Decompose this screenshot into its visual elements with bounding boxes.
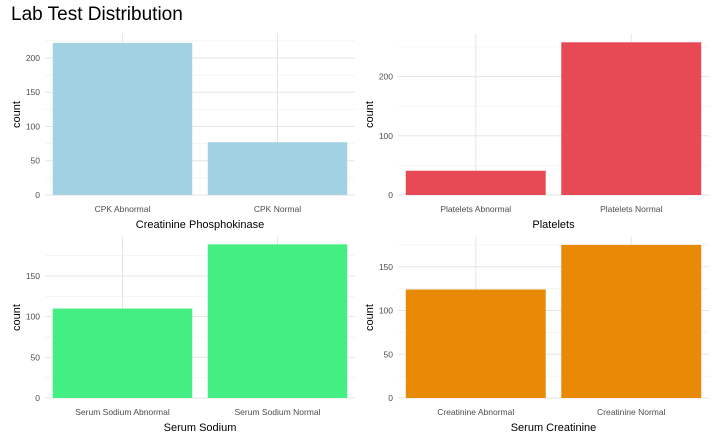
- y-tick-label: 50: [31, 352, 41, 362]
- chart-panel-3: 0 50 100 150 Serum Sodium Abnormal Serum Sodi…: [11, 237, 355, 434]
- chart-panel-2: 0 100 200 Platelets Abnormal Platelets Norma…: [364, 34, 709, 231]
- chart-panel-1: 0 50 100 150 200 CPK Abnormal CPK Normal Creati…: [11, 34, 355, 231]
- x-axis-title: Creatinine Phosphokinase: [136, 219, 264, 231]
- bar-2: [561, 42, 702, 195]
- bar-1: [52, 42, 193, 195]
- y-tick-label: 100: [26, 312, 40, 322]
- y-tick-label: 100: [379, 131, 393, 141]
- y-axis-title: count: [11, 304, 23, 331]
- x-axis-title: Serum Sodium: [164, 422, 237, 434]
- y-tick-label: 150: [26, 271, 40, 281]
- x-tick-label: Platelets Normal: [600, 204, 662, 214]
- bar-2: [207, 244, 348, 398]
- y-tick-label: 50: [31, 156, 41, 166]
- bar-1: [405, 170, 546, 195]
- y-tick-label: 0: [35, 393, 40, 403]
- y-tick-label: 100: [379, 306, 393, 316]
- x-axis-title: Platelets: [532, 219, 575, 231]
- y-axis-title: count: [364, 101, 376, 128]
- y-tick-label: 50: [384, 349, 394, 359]
- y-tick-label: 200: [26, 53, 40, 63]
- x-tick-label: Creatinine Normal: [597, 407, 666, 417]
- bar-1: [405, 289, 546, 398]
- y-tick-label: 0: [388, 393, 393, 403]
- y-tick-label: 0: [388, 190, 393, 200]
- x-tick-label: Platelets Abnormal: [440, 204, 511, 214]
- x-tick-label: Creatinine Abnormal: [437, 407, 514, 417]
- page-title: Lab Test Distribution: [11, 4, 183, 25]
- y-tick-label: 200: [379, 72, 393, 82]
- y-tick-label: 150: [26, 87, 40, 97]
- x-tick-label: CPK Normal: [254, 204, 301, 214]
- y-tick-label: 100: [26, 121, 40, 131]
- bar-2: [561, 244, 702, 398]
- x-tick-label: Serum Sodium Normal: [235, 407, 321, 417]
- x-axis-title: Serum Creatinine: [511, 422, 597, 434]
- y-tick-label: 150: [379, 262, 393, 272]
- bar-2: [207, 142, 348, 195]
- x-tick-label: Serum Sodium Abnormal: [75, 407, 170, 417]
- x-tick-label: CPK Abnormal: [95, 204, 151, 214]
- y-axis-title: count: [11, 101, 23, 128]
- y-axis-title: count: [364, 304, 376, 331]
- y-tick-label: 0: [35, 190, 40, 200]
- bar-1: [52, 308, 193, 398]
- chart-panel-4: 0 50 100 150 Creatinine Abnormal Creatinine N…: [364, 237, 709, 434]
